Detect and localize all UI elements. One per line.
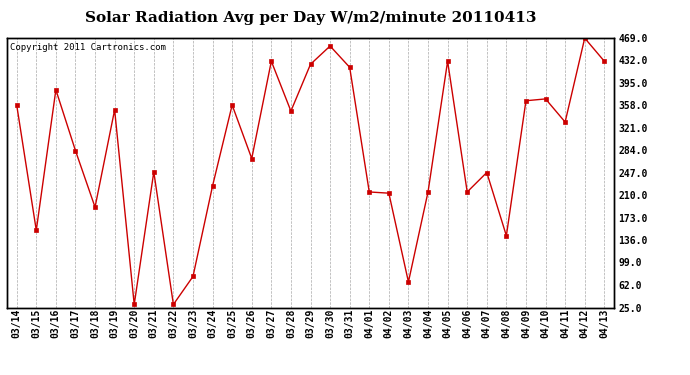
Text: Solar Radiation Avg per Day W/m2/minute 20110413: Solar Radiation Avg per Day W/m2/minute … [85, 11, 536, 25]
Text: Copyright 2011 Cartronics.com: Copyright 2011 Cartronics.com [10, 43, 166, 52]
